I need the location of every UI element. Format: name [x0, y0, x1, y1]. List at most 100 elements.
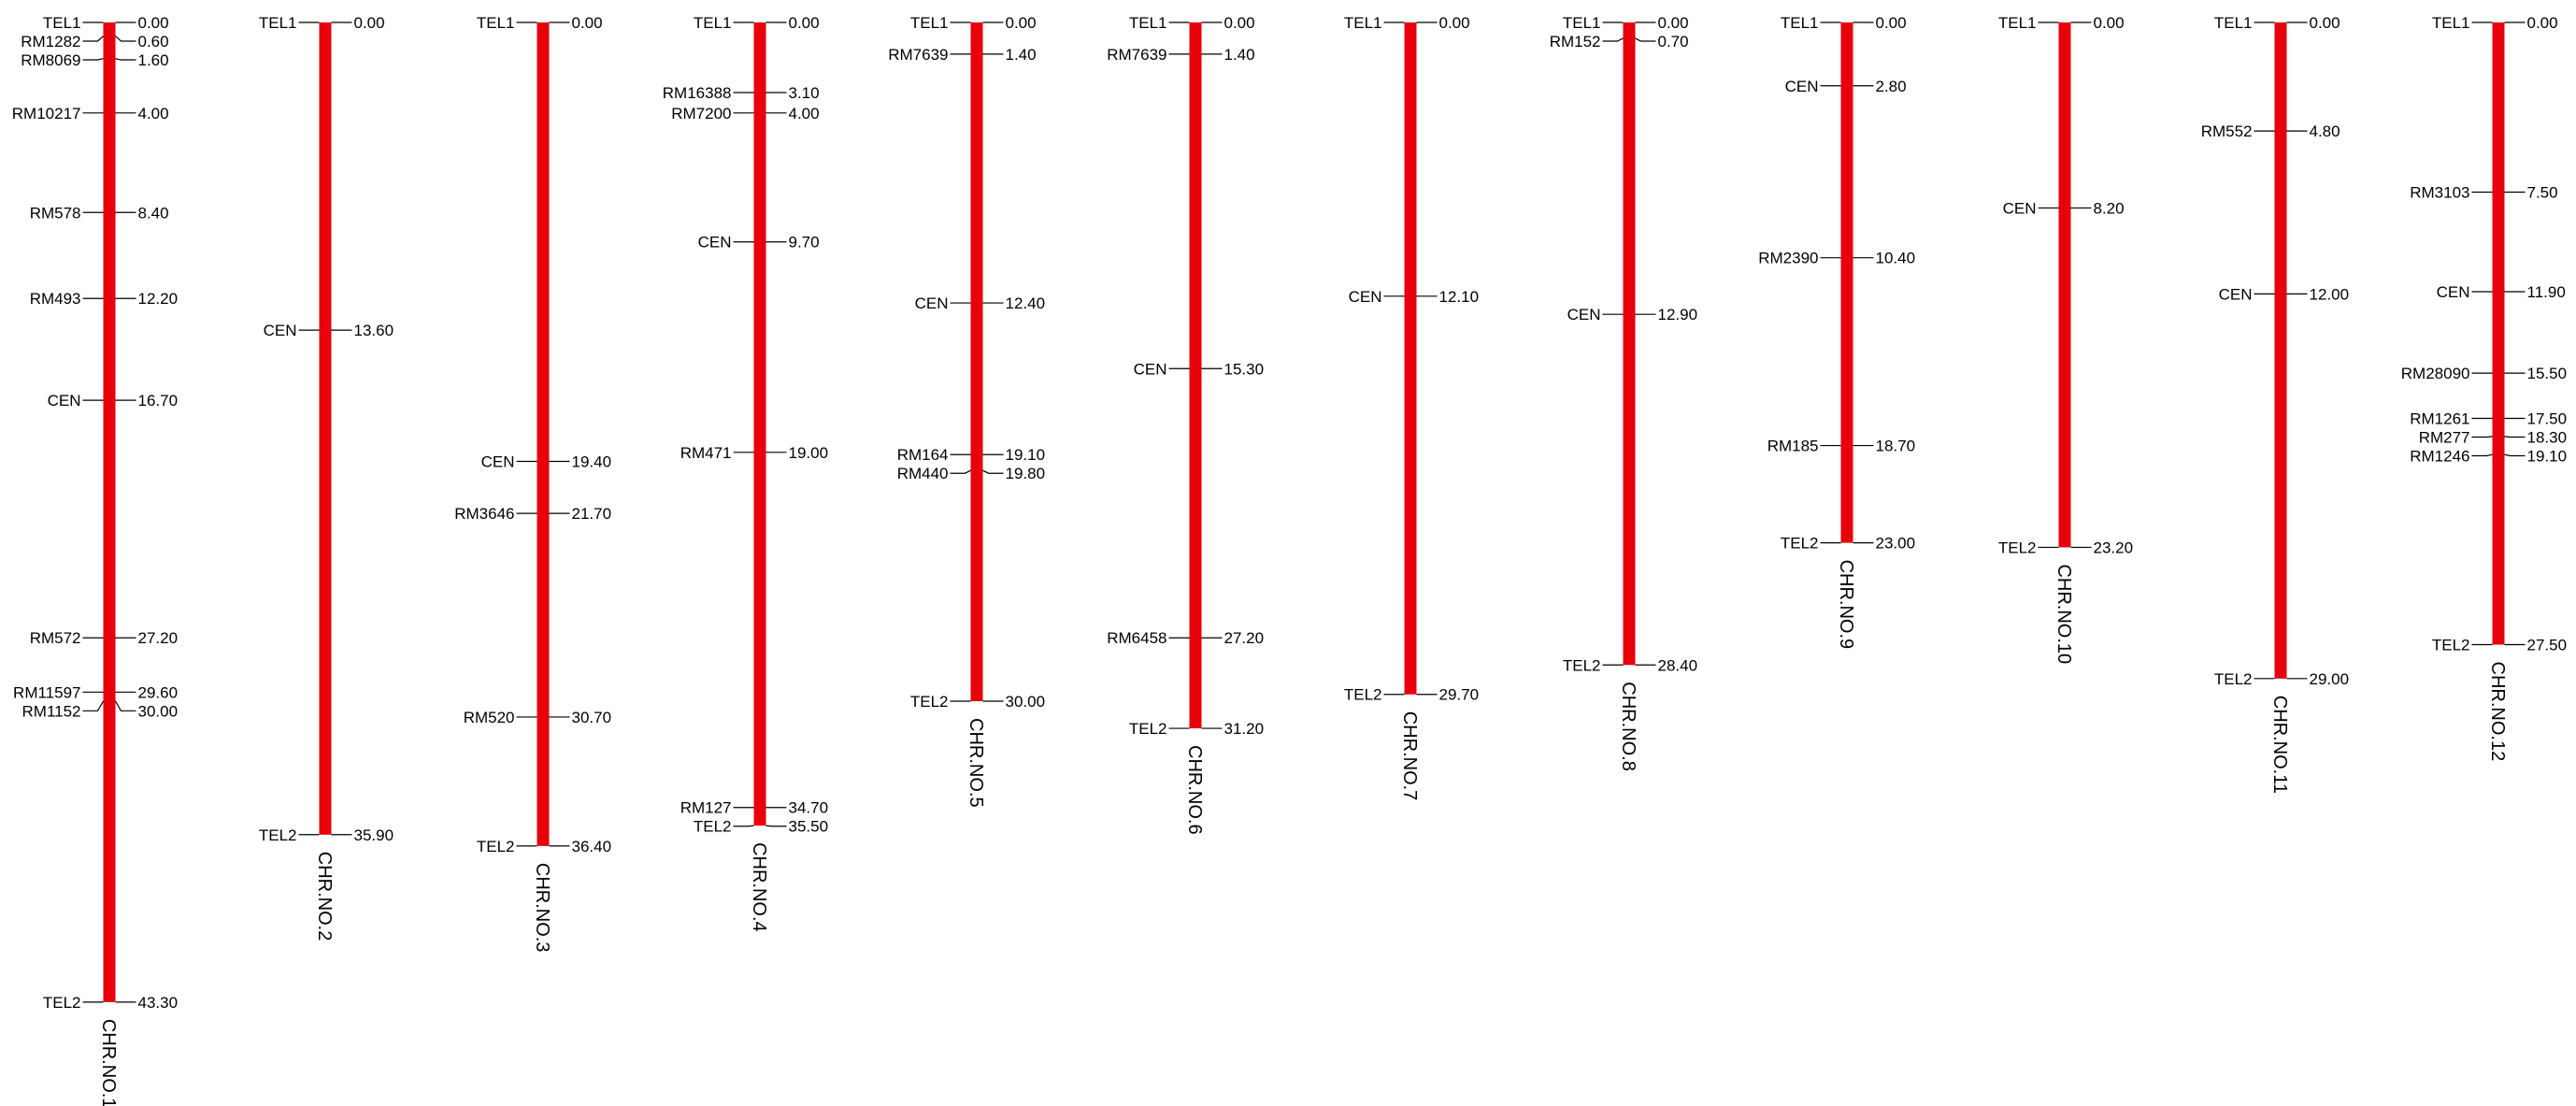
marker-position: 8.40 [138, 204, 169, 222]
chromosome-bar [2274, 22, 2287, 679]
marker-tel2: TEL2 29.70 [1344, 686, 1479, 704]
marker-name: TEL1 [2214, 14, 2253, 32]
marker-leader-right [1635, 37, 1656, 42]
marker-name: CEN [1785, 78, 1819, 95]
chromosome-chr-no-3: TEL1 0.00 CEN 19.40 RM3646 21.70 RM520 30.70 TEL… [454, 14, 611, 952]
marker-position: 0.00 [2527, 14, 2558, 32]
marker-rm3646: RM3646 21.70 [454, 505, 611, 523]
marker-name: RM185 [1767, 438, 1819, 455]
marker-position: 0.00 [1439, 14, 1470, 32]
marker-name: RM2390 [1758, 250, 1818, 267]
marker-name: TEL2 [1998, 539, 2037, 556]
marker-name: TEL1 [1129, 14, 1167, 32]
marker-position: 31.20 [1224, 720, 1265, 738]
marker-position: 27.50 [2527, 637, 2568, 654]
marker-name: TEL1 [1563, 14, 1601, 32]
marker-name: CEN [1567, 306, 1601, 323]
marker-rm11597: RM11597 29.60 [13, 683, 178, 701]
marker-name: RM152 [1550, 33, 1601, 50]
marker-position: 0.00 [1876, 14, 1907, 32]
marker-tel2: TEL2 27.50 [2432, 637, 2567, 654]
marker-tel1: TEL1 0.00 [43, 14, 169, 32]
marker-name: RM440 [897, 465, 949, 482]
marker-cen: CEN 15.30 [1134, 360, 1264, 378]
marker-rm164: RM164 19.10 [897, 446, 1045, 464]
marker-position: 17.50 [2527, 410, 2568, 428]
marker-position: 15.30 [1224, 360, 1265, 378]
chromosome-bar [103, 22, 116, 1002]
marker-name: RM3103 [2410, 184, 2469, 202]
marker-name: TEL2 [259, 826, 297, 844]
chromosome-bar [2492, 22, 2505, 645]
marker-position: 21.70 [572, 505, 612, 523]
marker-name: TEL2 [910, 693, 949, 711]
marker-name: TEL1 [2432, 14, 2470, 32]
marker-rm6458: RM6458 27.20 [1107, 629, 1264, 647]
marker-name: CEN [1349, 288, 1382, 306]
marker-name: RM578 [30, 204, 81, 222]
marker-leader-left [950, 469, 971, 474]
marker-leader-left [1602, 37, 1624, 42]
marker-cen: CEN 19.40 [481, 452, 611, 470]
marker-tel1: TEL1 0.00 [477, 14, 603, 32]
marker-tel1: TEL1 0.00 [1781, 14, 1907, 32]
marker-position: 9.70 [789, 234, 820, 251]
marker-name: CEN [2003, 199, 2037, 217]
marker-name: CEN [915, 294, 949, 312]
marker-rm2390: RM2390 10.40 [1758, 250, 1915, 267]
marker-position: 0.70 [1658, 33, 1689, 50]
marker-position: 30.70 [572, 709, 612, 726]
marker-name: TEL2 [1781, 535, 1819, 553]
marker-position: 4.00 [789, 105, 820, 122]
marker-position: 27.20 [1224, 629, 1265, 647]
marker-name: RM11597 [13, 683, 80, 701]
chromosome-chr-no-8: TEL1 0.00 RM152 0.70 CEN 12.90 TEL2 28.40 CHR.NO… [1550, 14, 1697, 771]
marker-position: 0.00 [572, 14, 603, 32]
marker-tel1: TEL1 0.00 [1344, 14, 1470, 32]
marker-tel1: TEL1 0.00 [694, 14, 820, 32]
marker-rm493: RM493 12.20 [30, 290, 178, 308]
marker-position: 4.00 [138, 105, 169, 122]
marker-position: 0.00 [1224, 14, 1255, 32]
marker-name: TEL1 [43, 14, 81, 32]
marker-leader-left [82, 36, 104, 42]
chromosome-title: CHR.NO.1 [98, 1019, 119, 1106]
marker-position: 0.00 [138, 14, 169, 32]
marker-cen: CEN 13.60 [264, 322, 394, 339]
marker-position: 23.20 [2094, 539, 2134, 556]
chromosome-bar [1404, 22, 1417, 695]
marker-position: 19.40 [572, 452, 612, 470]
marker-cen: CEN 11.90 [2437, 283, 2566, 301]
marker-position: 43.30 [138, 994, 179, 1012]
marker-name: TEL2 [477, 838, 515, 855]
marker-position: 16.70 [138, 392, 179, 409]
marker-name: CEN [48, 392, 81, 409]
marker-position: 12.10 [1439, 288, 1480, 306]
marker-tel2: TEL2 29.00 [2214, 670, 2349, 688]
marker-tel2: TEL2 23.00 [1781, 535, 1915, 553]
chromosome-bar [753, 22, 766, 826]
marker-leader-left [82, 58, 104, 61]
marker-name: TEL2 [2432, 637, 2470, 654]
marker-tel2: TEL2 31.20 [1129, 720, 1264, 738]
marker-position: 30.00 [138, 702, 179, 720]
marker-position: 28.40 [1658, 656, 1698, 674]
marker-tel1: TEL1 0.00 [2432, 14, 2558, 32]
marker-position: 19.00 [789, 444, 829, 462]
chromosome-chr-no-9: TEL1 0.00 CEN 2.80 RM2390 10.40 RM185 18.70 TEL2… [1758, 14, 1915, 649]
marker-position: 34.70 [789, 799, 829, 817]
chromosome-bar [1623, 22, 1636, 666]
marker-name: RM8069 [21, 51, 80, 69]
marker-cen: CEN 2.80 [1785, 78, 1907, 95]
marker-position: 1.60 [138, 51, 169, 69]
marker-position: 1.40 [1006, 46, 1037, 64]
marker-rm8069: RM8069 1.60 [21, 51, 168, 69]
marker-position: 11.90 [2527, 283, 2566, 301]
marker-position: 4.80 [2310, 122, 2340, 140]
marker-tel1: TEL1 0.00 [1998, 14, 2125, 32]
marker-cen: CEN 12.90 [1567, 306, 1697, 323]
chromosome-bar [537, 22, 550, 846]
marker-name: RM7639 [1107, 46, 1166, 64]
